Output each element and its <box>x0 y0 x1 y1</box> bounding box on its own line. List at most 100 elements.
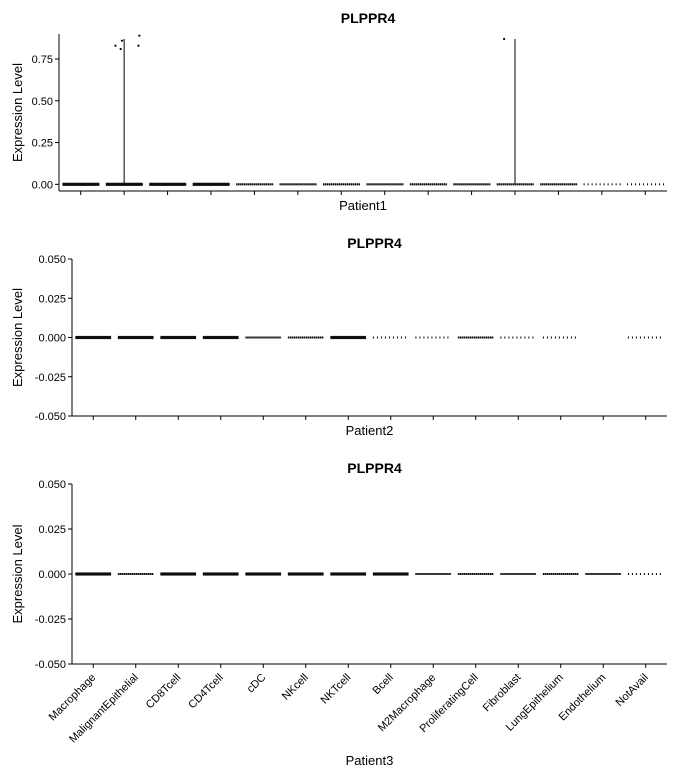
violin-dot <box>351 183 353 186</box>
violin-cdc <box>245 336 282 339</box>
violin-dot <box>574 183 576 186</box>
violin-dot <box>192 573 194 575</box>
violin-dot <box>441 573 443 575</box>
violin-dot <box>530 183 532 186</box>
violin-dot <box>97 573 99 575</box>
violin-dot <box>333 183 335 186</box>
violin-dot <box>216 573 218 575</box>
violin-dot <box>234 336 236 339</box>
y-axis-title: Expression Level <box>10 524 25 623</box>
violin-dot <box>542 573 544 575</box>
violin-dot <box>190 573 192 575</box>
violin-dot <box>467 183 469 186</box>
violin-dot <box>362 336 364 339</box>
violin-dot <box>388 336 390 339</box>
violin-dot <box>647 336 649 339</box>
violin-dot <box>344 336 346 339</box>
violin-dot <box>291 336 293 339</box>
violin-dot <box>129 573 131 575</box>
violin-dot <box>512 573 514 575</box>
violin-dot <box>368 183 370 186</box>
violin-dot <box>313 573 315 575</box>
violin-dot <box>469 573 471 575</box>
violin-dot <box>479 573 481 575</box>
violin-dot <box>295 573 297 575</box>
violin-dot <box>167 183 169 186</box>
violin-dot <box>526 573 528 575</box>
violin-dot <box>315 573 317 575</box>
violin-dot <box>461 183 463 186</box>
violin-strip <box>372 572 409 576</box>
violin-dot <box>485 573 487 575</box>
violin-dot <box>461 336 463 339</box>
violin-dot <box>380 336 382 339</box>
violin-dot <box>267 336 269 339</box>
violin-dot <box>556 183 558 186</box>
violin-dot <box>295 183 297 186</box>
violin-dot <box>163 183 165 186</box>
violin-cd8tcell <box>160 335 197 340</box>
violin-dot <box>317 573 319 575</box>
violin-dot <box>564 573 566 575</box>
violin-dot <box>429 183 431 186</box>
violin-dot <box>384 573 386 575</box>
violin-dot <box>334 336 336 339</box>
violin-dot <box>463 573 465 575</box>
violin-dot <box>360 336 362 339</box>
violin-dot <box>663 183 665 186</box>
violin-dot <box>534 573 536 575</box>
violin-dot <box>182 573 184 575</box>
violin-macrophage <box>75 335 112 340</box>
violin-dot <box>550 573 552 575</box>
violin-dot <box>68 183 70 186</box>
violin-dot <box>182 336 184 339</box>
violin-dot <box>516 183 518 186</box>
violin-dot <box>330 573 332 575</box>
x-category-label: NKTcell <box>319 672 354 707</box>
x-category-label: Fibroblast <box>481 672 524 715</box>
violin-dot <box>224 573 226 575</box>
violin-dot <box>309 336 311 339</box>
y-tick-label: 0.50 <box>32 96 53 108</box>
violin-dot <box>119 336 121 339</box>
violin-strip <box>117 335 154 340</box>
violin-lungepithelium <box>542 573 579 575</box>
violin-notavail <box>627 183 665 186</box>
y-tick-label: -0.050 <box>35 659 66 671</box>
violin-dot <box>415 183 417 186</box>
violin-dot <box>299 183 301 186</box>
x-category-label: cDC <box>245 672 269 696</box>
violin-dot <box>589 573 591 575</box>
violin-dot <box>94 183 96 186</box>
violin-dot <box>303 336 305 339</box>
violin-dot <box>277 336 279 339</box>
violin-dot <box>512 336 514 339</box>
violin-dot <box>93 336 95 339</box>
violin-dot <box>376 336 378 339</box>
violin-dot <box>169 183 171 186</box>
chart-title: PLPPR4 <box>347 235 402 251</box>
violin-dot <box>607 573 609 575</box>
violin-dot <box>111 183 113 186</box>
violin-nkcell <box>279 183 317 186</box>
violin-dot <box>165 183 167 186</box>
violin-strip <box>287 336 324 339</box>
violin-dot <box>143 336 145 339</box>
violin-dot <box>327 183 329 186</box>
violin-dot <box>481 336 483 339</box>
violin-dot <box>562 573 564 575</box>
violin-dot <box>222 183 224 186</box>
violin-endothelium <box>583 183 621 186</box>
violin-dot <box>487 336 489 339</box>
violin-dot <box>378 183 380 186</box>
violin-dot <box>542 183 544 186</box>
violin-dot <box>477 183 479 186</box>
violin-dot <box>564 183 566 186</box>
violin-dot <box>133 573 135 575</box>
violin-dot <box>218 183 220 186</box>
violin-malignantepithelial <box>117 573 154 575</box>
violin-dot <box>455 183 457 186</box>
violin-dot <box>137 573 139 575</box>
violin-dot <box>570 336 572 339</box>
violin-dot <box>210 573 212 575</box>
